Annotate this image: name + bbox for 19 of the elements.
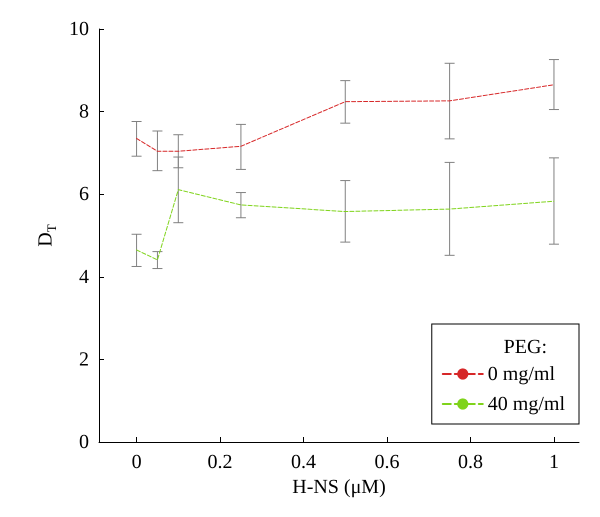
- y-tick-label: 10: [69, 18, 89, 40]
- y-tick-label: 0: [79, 431, 89, 453]
- legend-label: 0 mg/ml: [488, 363, 556, 385]
- x-tick-label: 0.4: [291, 451, 316, 473]
- y-tick-label: 6: [79, 183, 89, 206]
- x-tick-label: 0.8: [458, 451, 483, 473]
- x-axis-title: H-NS (μM): [292, 476, 386, 498]
- legend-label: 40 mg/ml: [488, 393, 566, 415]
- y-tick-label: 2: [79, 348, 89, 370]
- y-tick-label: 4: [79, 266, 89, 288]
- line-series: [136, 84, 554, 152]
- x-tick-label: 0.2: [208, 451, 233, 473]
- x-tick-label: 0: [132, 451, 142, 473]
- y-tick-label: 8: [79, 100, 89, 123]
- x-tick-label: 1: [548, 451, 559, 473]
- x-tick-label: 0.6: [374, 451, 400, 473]
- y-axis-title: DT: [34, 224, 60, 247]
- line-series: [136, 189, 554, 260]
- legend-title: PEG:: [504, 336, 548, 358]
